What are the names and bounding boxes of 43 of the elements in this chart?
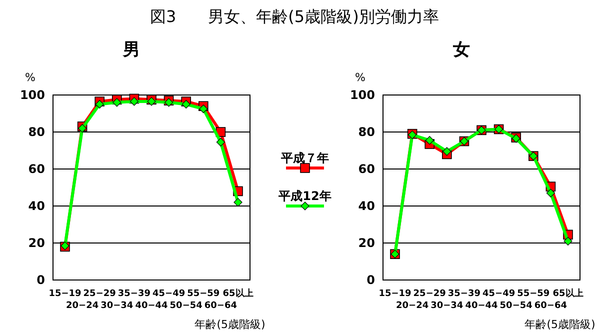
y-tick-label: 100: [350, 88, 375, 102]
x-tick-label: 15−19: [48, 289, 82, 299]
x-tick-label: 15−19: [378, 289, 412, 299]
y-tick-label: 100: [20, 88, 45, 102]
x-tick-label: 30−34: [430, 301, 464, 311]
x-tick-label: 60−64: [204, 301, 237, 311]
y-axis-title: %: [25, 71, 36, 84]
y-tick-label: 0: [36, 273, 45, 287]
y-tick-label: 40: [358, 199, 375, 213]
x-tick-label: 50−54: [500, 301, 532, 311]
chart-subtitle: 女: [452, 40, 470, 60]
x-tick-label: 25−29: [413, 289, 446, 299]
x-tick-label: 60−64: [534, 301, 567, 311]
text: 平成12年: [278, 189, 332, 203]
y-axis-title: %: [355, 71, 366, 84]
x-tick-label: 25−29: [83, 289, 116, 299]
x-tick-label: 65以上: [552, 288, 584, 299]
chart-subtitle: 男: [122, 40, 140, 60]
x-tick-label: 65以上: [222, 288, 254, 299]
text: 平成７年: [280, 151, 329, 165]
x-tick-label: 50−54: [170, 301, 202, 311]
x-tick-label: 20−24: [66, 301, 99, 311]
x-tick-label: 40−44: [135, 301, 168, 311]
x-axis-title: 年齢(5歳階級): [524, 318, 596, 331]
y-tick-label: 80: [358, 125, 375, 139]
y-tick-label: 80: [28, 125, 45, 139]
x-tick-label: 55−59: [517, 289, 550, 299]
x-tick-label: 20−24: [396, 301, 429, 311]
y-tick-label: 20: [28, 236, 45, 250]
y-tick-label: 60: [358, 162, 375, 176]
y-tick-label: 40: [28, 199, 45, 213]
x-axis-title: 年齢(5歳階級): [194, 318, 266, 331]
x-tick-label: 30−34: [100, 301, 134, 311]
x-tick-label: 35−39: [118, 289, 150, 299]
y-tick-label: 20: [358, 236, 375, 250]
x-tick-label: 35−39: [448, 289, 480, 299]
y-tick-label: 0: [366, 273, 375, 287]
y-tick-label: 60: [28, 162, 45, 176]
x-tick-label: 40−44: [465, 301, 498, 311]
x-tick-label: 45−49: [482, 289, 516, 299]
x-tick-label: 45−49: [152, 289, 186, 299]
text: 図3 男女、年齢(5歳階級)別労働力率: [150, 7, 439, 26]
x-tick-label: 55−59: [187, 289, 220, 299]
